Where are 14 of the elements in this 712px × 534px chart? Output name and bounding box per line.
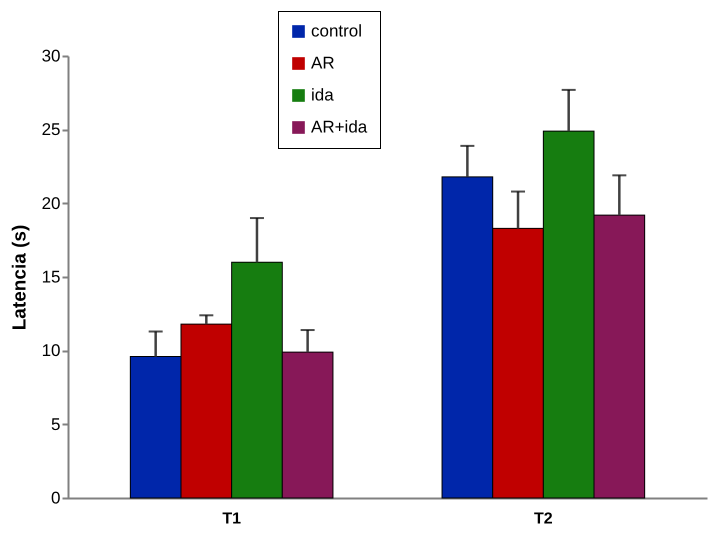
legend-label: AR+ida	[311, 118, 368, 136]
y-tick-label: 10	[42, 341, 60, 360]
x-tick-label: T1	[222, 510, 242, 528]
x-tick-label: T2	[534, 510, 553, 528]
y-tick-label: 5	[51, 414, 60, 434]
legend-label: control	[311, 22, 362, 40]
y-tick-label: 30	[42, 46, 60, 66]
y-tick-label: 25	[42, 120, 60, 140]
y-tick-label: 0	[51, 488, 60, 508]
legend-label: ida	[311, 86, 334, 104]
y-tick-label: 15	[42, 268, 60, 286]
y-tick-label: 20	[42, 194, 60, 213]
y-axis-title: Latencia (s)	[10, 224, 31, 330]
legend-label: AR	[311, 54, 335, 72]
